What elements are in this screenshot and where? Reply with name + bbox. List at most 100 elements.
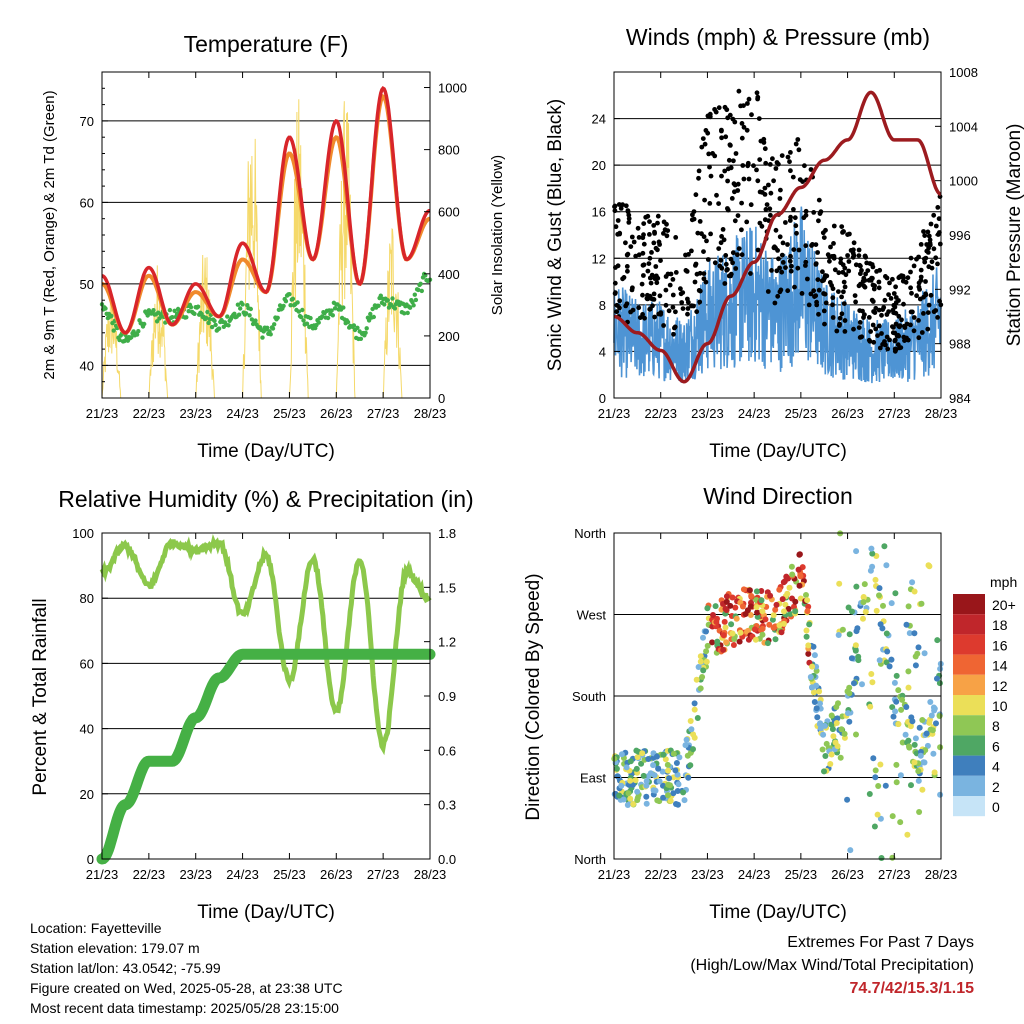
- direction-point: [870, 755, 877, 762]
- direction-point: [911, 741, 918, 748]
- gust-point: [763, 160, 769, 166]
- direction-point: [883, 630, 890, 637]
- gust-point: [772, 300, 778, 306]
- direction-point: [703, 648, 710, 655]
- gust-point: [870, 264, 876, 270]
- direction-point: [821, 722, 828, 729]
- gust-point: [837, 321, 842, 327]
- gust-point: [689, 217, 695, 223]
- direction-point: [834, 743, 841, 750]
- direction-point: [618, 751, 625, 758]
- direction-point: [852, 647, 859, 654]
- dewpoint-point: [405, 310, 410, 316]
- gust-point: [788, 168, 793, 174]
- direction-point: [853, 731, 859, 738]
- gust-point: [655, 275, 661, 281]
- gust-point: [914, 293, 919, 299]
- direction-point: [860, 594, 867, 600]
- gust-point: [642, 315, 647, 321]
- gust-point: [736, 88, 742, 94]
- dewpoint-point: [281, 303, 286, 309]
- gust-point: [685, 306, 691, 311]
- gust-point: [831, 241, 836, 246]
- direction-point: [687, 718, 694, 724]
- gust-point: [725, 267, 730, 272]
- gust-point: [746, 96, 752, 102]
- gust-point: [868, 278, 874, 283]
- dewpoint-point: [216, 326, 222, 331]
- gust-point: [775, 293, 781, 299]
- direction-point: [727, 602, 734, 609]
- gust-point: [857, 320, 863, 325]
- gust-point: [916, 284, 922, 290]
- direction-point: [877, 815, 884, 822]
- x-tick-label: 27/23: [878, 867, 911, 882]
- direction-point: [816, 721, 823, 728]
- gust-point: [665, 228, 671, 234]
- y2-tick-label: 200: [438, 329, 460, 344]
- gust-point: [851, 240, 857, 246]
- gust-point: [722, 168, 728, 174]
- gust-point: [773, 227, 779, 233]
- y-tick-label: 20: [592, 158, 606, 173]
- direction-point: [720, 632, 727, 639]
- gust-point: [928, 221, 934, 227]
- gust-point: [816, 287, 822, 293]
- gust-point: [749, 112, 754, 118]
- direction-point: [905, 737, 912, 744]
- gust-point: [728, 256, 734, 262]
- gust-point: [785, 288, 791, 294]
- gust-point: [685, 296, 690, 302]
- gust-point: [856, 325, 862, 330]
- gust-point: [701, 271, 707, 276]
- x-tick-label: 23/23: [179, 867, 212, 882]
- gust-point: [929, 259, 935, 265]
- gust-point: [899, 317, 904, 323]
- wind-ticks: 0 4 8 12 16 20 24 984 988 992 996 1000 1004 1008 21/23…: [592, 65, 978, 421]
- dewpoint-point: [419, 288, 424, 294]
- gust-point: [891, 291, 897, 296]
- direction-point: [876, 585, 883, 592]
- gust-point: [625, 208, 631, 214]
- dewpoint-point: [205, 309, 210, 315]
- dewpoint-point: [212, 318, 217, 323]
- direction-point: [720, 646, 727, 653]
- dewpoint-point: [151, 308, 156, 313]
- direction-point: [889, 813, 896, 820]
- direction-point: [630, 801, 637, 807]
- gust-point: [823, 227, 828, 233]
- gust-point: [856, 247, 862, 253]
- y-tick-label: 8: [599, 298, 606, 313]
- temperature-ylabel-left: 2m & 9m T (Red, Orange) & 2m Td (Green): [41, 90, 58, 379]
- gust-point: [754, 167, 759, 173]
- direction-point: [703, 628, 709, 635]
- dewpoint-point: [277, 303, 283, 308]
- temperature-title: Temperature (F): [184, 31, 349, 57]
- gust-point: [928, 292, 934, 298]
- direction-point: [681, 797, 688, 804]
- gust-point: [766, 182, 771, 188]
- gust-point: [646, 261, 652, 266]
- direction-point: [643, 782, 650, 789]
- direction-point: [897, 772, 904, 779]
- direction-point: [688, 726, 695, 733]
- gust-point: [885, 346, 891, 352]
- gust-point: [774, 268, 780, 274]
- gust-point: [719, 127, 724, 133]
- x-tick-label: 28/23: [414, 406, 447, 421]
- gust-point: [866, 315, 872, 320]
- direction-point: [810, 689, 817, 696]
- x-tick-label: 21/23: [86, 867, 119, 882]
- gust-point: [678, 291, 684, 297]
- y-tick-label: East: [580, 771, 606, 786]
- gust-point: [841, 301, 847, 306]
- direction-point: [764, 640, 771, 647]
- wind-ylabel-left: Sonic Wind & Gust (Blue, Black): [545, 99, 566, 371]
- direction-point: [836, 580, 843, 587]
- dewpoint-point: [376, 303, 381, 308]
- wind-pressure-panel: Winds (mph) & Pressure (mb) 0 4 8 12 16 20 24 9…: [545, 24, 1024, 462]
- direction-point: [846, 631, 853, 638]
- direction-point: [665, 767, 672, 774]
- gust-point: [916, 318, 921, 323]
- direction-point: [613, 765, 620, 772]
